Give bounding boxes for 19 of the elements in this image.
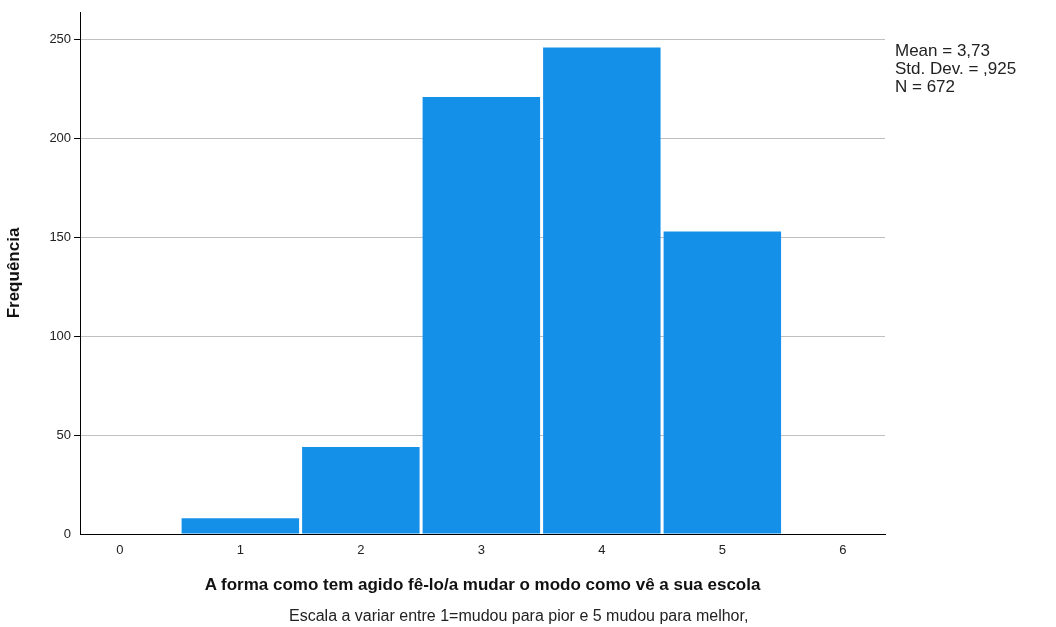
y-tick-label: 100 bbox=[49, 327, 72, 343]
text: Escala a variar entre 1=mudou para pior e 5 mudou para melhor, bbox=[289, 607, 749, 625]
x-axis-title: A forma como tem agido fê-lo/a mudar o modo como vê a sua escola bbox=[204, 575, 761, 595]
x-tick-label: 3 bbox=[477, 542, 485, 558]
x-tick-label: 5 bbox=[718, 542, 726, 558]
y-tick-label: 0 bbox=[63, 525, 72, 541]
x-tick-label: 6 bbox=[839, 542, 847, 558]
y-tick-label: 200 bbox=[49, 130, 72, 146]
y-tick-label: 150 bbox=[49, 228, 72, 244]
text: N = 672 bbox=[895, 77, 956, 96]
x-tick-label: 2 bbox=[357, 542, 365, 558]
y-tick-label: 250 bbox=[49, 31, 72, 47]
text: Mean = 3,73 bbox=[895, 41, 991, 60]
text: Std. Dev. = ,925 bbox=[895, 59, 1017, 78]
x-tick-label: 4 bbox=[598, 542, 606, 558]
x-tick-label: 0 bbox=[116, 542, 124, 558]
x-tick-label: 1 bbox=[236, 542, 244, 558]
y-axis-title: Frequência bbox=[3, 227, 23, 319]
y-tick-label: 50 bbox=[56, 426, 72, 442]
